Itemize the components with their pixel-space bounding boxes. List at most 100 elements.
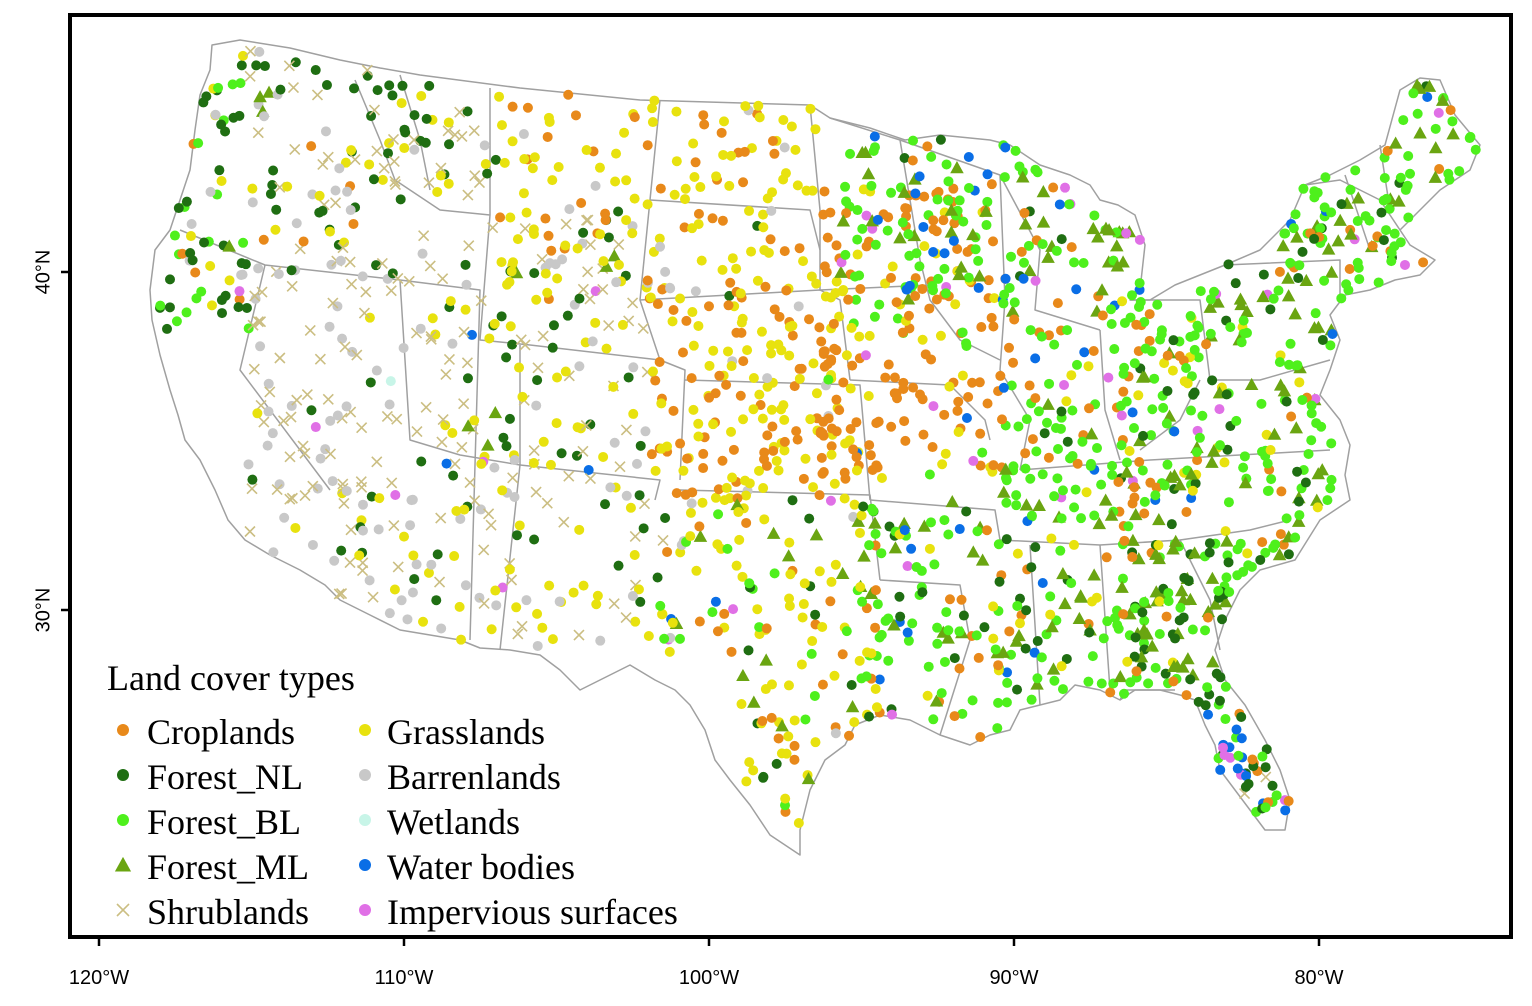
site-point-croplands [891,297,902,308]
site-point-croplands [889,372,900,383]
site-point-grasslands [746,246,757,257]
site-point-forest_ml [888,541,903,554]
site-point-forest_nl [529,268,540,279]
site-point-grasslands [512,234,523,245]
site-point-forest_nl [234,110,245,121]
site-point-shrublands [284,493,296,505]
site-point-forest_nl [743,645,754,656]
site-point-croplands [986,179,997,190]
site-point-forest_ml [1091,230,1105,243]
site-point-water_bodies [910,188,921,199]
site-point-forest_ml [1119,465,1134,478]
site-point-grasslands [671,106,682,117]
site-point-forest_bl [1197,410,1208,421]
site-point-forest_nl [1243,778,1254,789]
site-point-shrublands [528,445,540,457]
site-point-forest_ml [1181,652,1195,665]
site-point-forest_bl [1129,358,1140,369]
site-point-forest_ml [1290,230,1304,243]
site-point-shrublands [597,283,609,295]
site-point-shrublands [563,470,575,482]
site-point-forest_ml [1205,571,1220,584]
site-point-forest_bl [181,307,192,318]
site-point-croplands [723,300,734,311]
site-point-forest_bl [655,600,666,611]
site-point-grasslands [505,321,516,332]
site-point-grasslands [731,560,742,571]
site-point-forest_ml [1087,568,1101,581]
site-point-grasslands [784,593,795,604]
site-point-water_bodies [963,151,974,162]
site-point-forest_nl [958,610,969,621]
site-point-forest_nl [858,501,869,512]
site-point-grasslands [733,507,744,518]
site-point-forest_bl [1403,212,1414,223]
site-point-forest_bl [1020,463,1031,474]
site-point-croplands [922,141,933,152]
site-point-grasslands [776,345,787,356]
site-point-forest_nl [1204,538,1215,549]
site-point-forest_bl [713,509,724,520]
site-point-forest_nl [634,490,645,501]
site-point-grasslands [667,316,678,327]
site-point-barrenlands [243,459,254,470]
site-point-grasslands [610,176,621,187]
site-point-shrublands [291,394,303,406]
site-point-forest_nl [275,84,286,95]
site-point-forest_ml [1058,596,1072,610]
site-point-forest_bl [1354,274,1365,285]
site-point-forest_nl [501,441,512,452]
site-point-forest_bl [1181,362,1192,373]
site-point-grasslands [783,731,794,742]
site-point-barrenlands [268,547,279,558]
site-point-grasslands [754,465,765,476]
site-point-shrublands [541,497,553,509]
site-point-shrublands [462,189,474,201]
site-point-grasslands [758,209,769,220]
site-point-grasslands [779,445,790,456]
site-point-croplands [1144,335,1155,346]
site-point-grasslands [629,193,640,204]
site-point-forest_nl [383,148,394,159]
site-point-forest_nl [416,456,427,467]
site-point-forest_ml [1392,194,1406,207]
site-point-forest_bl [1200,625,1211,636]
site-point-forest_ml [1084,427,1099,440]
site-point-croplands [698,110,709,121]
site-point-impervious [390,490,401,501]
site-point-grasslands [445,296,456,307]
site-point-forest_bl [941,607,952,618]
site-point-croplands [1274,266,1285,277]
site-point-forest_bl [999,172,1010,183]
site-point-croplands [975,428,986,439]
site-point-forest_bl [1220,714,1231,725]
site-point-forest_ml [952,267,966,281]
site-point-forest_bl [904,250,915,261]
site-point-forest_ml [998,462,1013,475]
site-point-shrublands [361,64,373,76]
site-point-forest_nl [366,491,377,502]
site-point-croplands [910,291,921,302]
site-point-forest_ml [929,694,944,707]
site-point-forest_nl [349,83,360,94]
site-point-shrublands [287,81,300,94]
site-point-forest_nl [1129,651,1140,662]
site-point-grasslands [798,256,809,267]
site-point-croplands [1119,535,1130,546]
site-point-croplands [1131,666,1142,677]
site-point-water_bodies [1079,347,1090,358]
site-point-grasslands [486,624,497,635]
site-point-shrublands [464,476,476,489]
site-point-forest_bl [238,237,249,248]
site-point-forest_nl [306,405,317,416]
site-point-forest_bl [939,515,950,526]
site-point-forest_nl [1300,477,1311,488]
site-point-grasslands [224,275,235,286]
site-point-forest_bl [961,340,972,351]
site-point-forest_bl [883,655,894,666]
site-point-grasslands [845,383,856,394]
site-point-croplands [675,438,686,449]
site-point-croplands [952,244,963,255]
site-point-impervious [1116,410,1127,421]
site-point-grasslands [854,331,865,342]
